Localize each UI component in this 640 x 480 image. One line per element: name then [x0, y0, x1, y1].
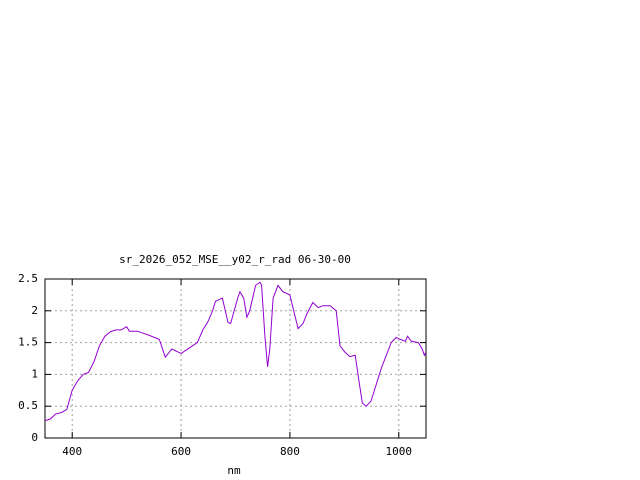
plot-frame [44, 278, 427, 439]
x-tick-label: 600 [171, 445, 191, 458]
x-axis-label: nm [227, 464, 241, 477]
y-tick-label: 1 [31, 367, 38, 380]
y-tick-label: 0 [31, 431, 38, 444]
x-tick-label: 400 [62, 445, 82, 458]
y-tick-label: 0.5 [18, 399, 38, 412]
x-tick-label: 800 [280, 445, 300, 458]
x-tick-label: 1000 [386, 445, 413, 458]
y-tick-label: 2.5 [18, 272, 38, 285]
y-tick-label: 1.5 [18, 336, 38, 349]
y-tick-label: 2 [31, 304, 38, 317]
chart-title: sr_2026_052_MSE__y02_r_rad 06-30-00 [119, 253, 351, 266]
data-line [45, 281, 426, 422]
